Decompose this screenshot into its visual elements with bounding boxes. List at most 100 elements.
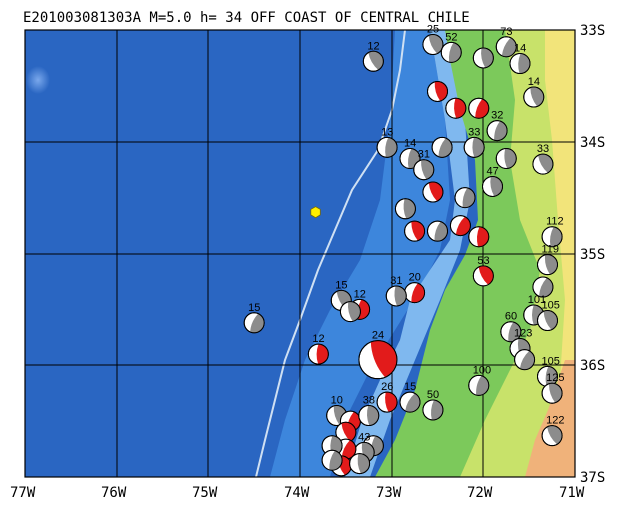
focal-mechanism-beachball: 53 <box>472 255 494 287</box>
depth-label: 123 <box>514 327 532 339</box>
focal-mechanism-beachball <box>495 148 517 170</box>
focal-mechanism-beachball <box>404 220 426 242</box>
focal-mechanism-beachball: 25 <box>422 24 444 56</box>
depth-label: 101 <box>528 294 546 306</box>
focal-mechanism-beachball <box>445 97 467 119</box>
focal-mechanism-beachball: 122 <box>541 415 564 447</box>
depth-label: 60 <box>505 311 517 323</box>
focal-mechanism-beachball: 14 <box>399 138 421 170</box>
depth-label: 12 <box>312 333 324 345</box>
focal-mechanism-beachball: 20 <box>404 272 426 304</box>
epicenter-marker <box>310 206 321 219</box>
latitude-labels: 33S 34S 35S 36S 37S <box>580 23 605 486</box>
seamount <box>26 66 50 94</box>
depth-label: 14 <box>528 76 540 88</box>
focal-mechanism-beachball: 105 <box>537 300 560 332</box>
focal-mechanism-beachball: 119 <box>537 244 560 276</box>
focal-mechanism-beachball: 13 <box>376 126 398 158</box>
depth-label: 15 <box>404 381 416 393</box>
focal-mechanism-beachball: 33 <box>532 143 554 175</box>
lon-label: 71W <box>559 485 585 501</box>
depth-label: 50 <box>427 389 439 401</box>
depth-label: 105 <box>542 355 560 367</box>
focal-mechanism-beachball <box>454 187 476 209</box>
focal-mechanism-beachball: 14 <box>523 76 545 108</box>
depth-label: 43 <box>358 431 370 443</box>
depth-label: 12 <box>367 40 379 52</box>
map-frame <box>24 29 576 478</box>
graticule <box>25 30 575 477</box>
focal-mechanism-beachball: 15 <box>399 381 421 413</box>
depth-label: 33 <box>468 126 480 138</box>
focal-mechanism-beachball: 125 <box>541 372 564 404</box>
depth-label: 12 <box>354 288 366 300</box>
focal-mechanism-beachball: 100 <box>468 364 491 396</box>
longitude-labels: 77W 76W 75W 74W 73W 72W 71W <box>10 485 585 501</box>
lon-label: 76W <box>101 485 127 501</box>
depth-label: 31 <box>390 275 402 287</box>
focal-mechanism-beachball: 12 <box>362 40 384 72</box>
depth-label: 32 <box>491 110 503 122</box>
focal-mechanism-beachball <box>431 136 453 158</box>
focal-mechanism-beachball: 31 <box>385 275 407 307</box>
depth-label: 52 <box>445 31 457 43</box>
depth-label: 13 <box>381 126 393 138</box>
focal-mechanism-beachball <box>427 80 448 102</box>
focal-mechanism-beachball: 112 <box>541 216 564 248</box>
depth-label: 15 <box>248 302 260 314</box>
focal-mechanism-beachball <box>422 181 444 203</box>
depth-label: 53 <box>477 255 489 267</box>
depth-label: 47 <box>487 165 499 177</box>
focal-mechanism-beachball <box>321 449 343 471</box>
focal-mechanism-beachball: 24 <box>358 330 398 380</box>
lat-label: 37S <box>580 470 605 486</box>
depth-label: 112 <box>546 216 564 228</box>
focal-mechanism-beachball: 52 <box>440 31 462 63</box>
lon-label: 73W <box>376 485 402 501</box>
depth-label: 24 <box>372 330 384 342</box>
focal-mechanism-beachball <box>394 198 416 220</box>
lon-label: 75W <box>192 485 218 501</box>
lon-label: 74W <box>284 485 310 501</box>
depth-label: 31 <box>418 149 430 161</box>
focal-mechanism-beachball: 26 <box>376 381 398 413</box>
focal-mechanism-beachball: 38 <box>358 395 380 427</box>
lon-label: 72W <box>467 485 493 501</box>
depth-label: 14 <box>514 43 526 55</box>
depth-label: 33 <box>537 143 549 155</box>
focal-mechanism-beachball <box>449 215 471 237</box>
depth-label: 26 <box>381 381 393 393</box>
focal-mechanism-beachball: 31 <box>413 149 435 181</box>
focal-mechanism-beachball <box>468 97 490 119</box>
depth-label: 38 <box>363 395 375 407</box>
focal-mechanism-beachball: 50 <box>422 389 444 421</box>
depth-label: 25 <box>427 24 439 36</box>
depth-label: 119 <box>542 244 560 256</box>
focal-mechanism-beachball: 73 <box>495 26 517 58</box>
focal-mechanism-beachball: 47 <box>482 165 503 197</box>
depth-label: 14 <box>404 138 416 150</box>
depth-label: 125 <box>546 372 564 384</box>
land-highpeaks <box>525 360 575 477</box>
depth-label: 20 <box>409 272 421 284</box>
focal-mechanism-beachball <box>514 349 536 371</box>
focal-mechanism-beachball <box>339 301 361 323</box>
focal-mechanism-beachball: 12 <box>307 333 329 365</box>
lat-label: 33S <box>580 23 605 39</box>
lat-label: 34S <box>580 135 605 151</box>
focal-mechanism-beachball: 60 <box>500 311 522 343</box>
lat-label: 35S <box>580 247 605 263</box>
lat-label: 36S <box>580 358 605 374</box>
focal-mechanism-beachball <box>532 276 554 298</box>
focal-mechanism-beachball: 14 <box>509 43 531 75</box>
focal-mechanism-beachball: 33 <box>463 126 485 158</box>
focal-mechanism-beachball: 105 <box>537 355 560 387</box>
focal-mechanism-beachball: 15 <box>243 302 265 334</box>
depth-label: 15 <box>335 279 347 291</box>
focal-mechanism-beachball <box>349 453 371 475</box>
depth-label: 73 <box>500 26 512 38</box>
depth-label: 105 <box>542 300 560 312</box>
lon-label: 77W <box>10 485 36 501</box>
